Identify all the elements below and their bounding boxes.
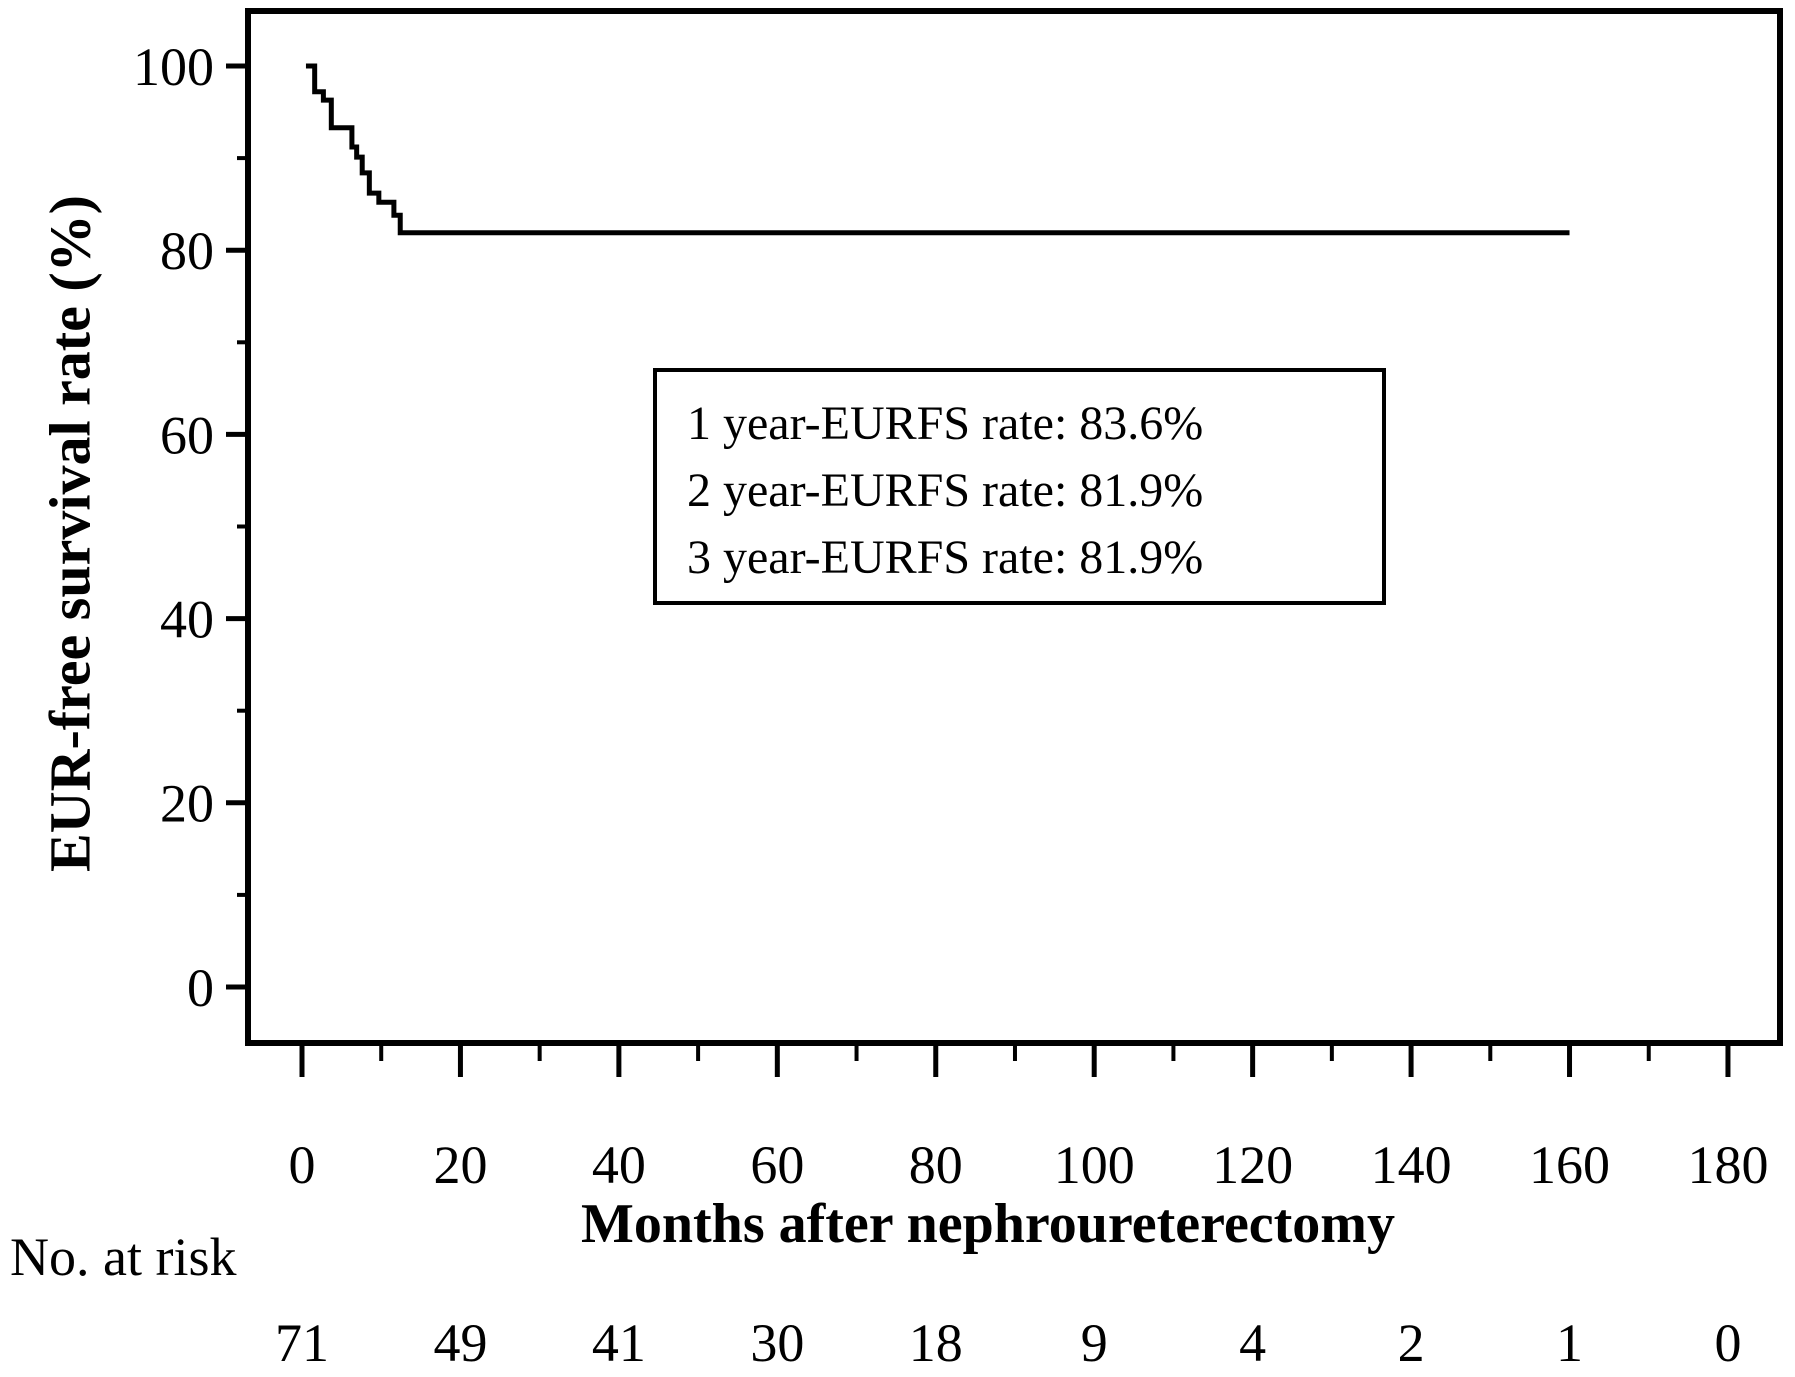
x-tick-label: 40	[592, 1135, 646, 1195]
annotation-line-2year: 2 year-EURFS rate: 81.9%	[687, 464, 1204, 517]
x-tick-label: 0	[289, 1135, 316, 1195]
at-risk-count: 9	[1080, 1313, 1108, 1373]
x-tick-label: 60	[750, 1135, 804, 1195]
annotation-box: 1 year-EURFS rate: 83.6% 2 year-EURFS ra…	[653, 368, 1386, 605]
at-risk-count: 71	[275, 1313, 329, 1373]
y-tick-label: 100	[133, 37, 214, 97]
at-risk-count: 0	[1714, 1313, 1742, 1373]
at-risk-count: 18	[908, 1313, 963, 1373]
x-tick-label: 140	[1371, 1135, 1452, 1195]
x-tick-label: 80	[909, 1135, 963, 1195]
annotation-line-1year: 1 year-EURFS rate: 83.6%	[687, 397, 1204, 450]
y-tick-label: 60	[160, 405, 214, 465]
at-risk-count: 2	[1397, 1313, 1425, 1373]
x-tick-label: 180	[1687, 1135, 1768, 1195]
at-risk-count: 41	[591, 1313, 646, 1373]
y-tick-label: 40	[160, 590, 214, 650]
at-risk-count: 49	[433, 1313, 488, 1373]
y-tick-label: 20	[160, 774, 214, 834]
x-tick-label: 160	[1529, 1135, 1610, 1195]
at-risk-count: 4	[1239, 1313, 1267, 1373]
x-tick-label: 100	[1054, 1135, 1135, 1195]
at-risk-label: No. at risk	[10, 1227, 237, 1287]
survival-curve	[305, 63, 1570, 236]
at-risk-count: 30	[750, 1313, 805, 1373]
x-tick-label: 120	[1212, 1135, 1293, 1195]
annotation-line-3year: 3 year-EURFS rate: 81.9%	[687, 531, 1204, 584]
y-tick-label: 0	[187, 958, 214, 1018]
x-axis-title: Months after nephroureterectomy	[581, 1193, 1395, 1255]
y-tick-label: 80	[160, 221, 214, 281]
at-risk-count: 1	[1556, 1313, 1584, 1373]
x-tick-label: 20	[433, 1135, 487, 1195]
